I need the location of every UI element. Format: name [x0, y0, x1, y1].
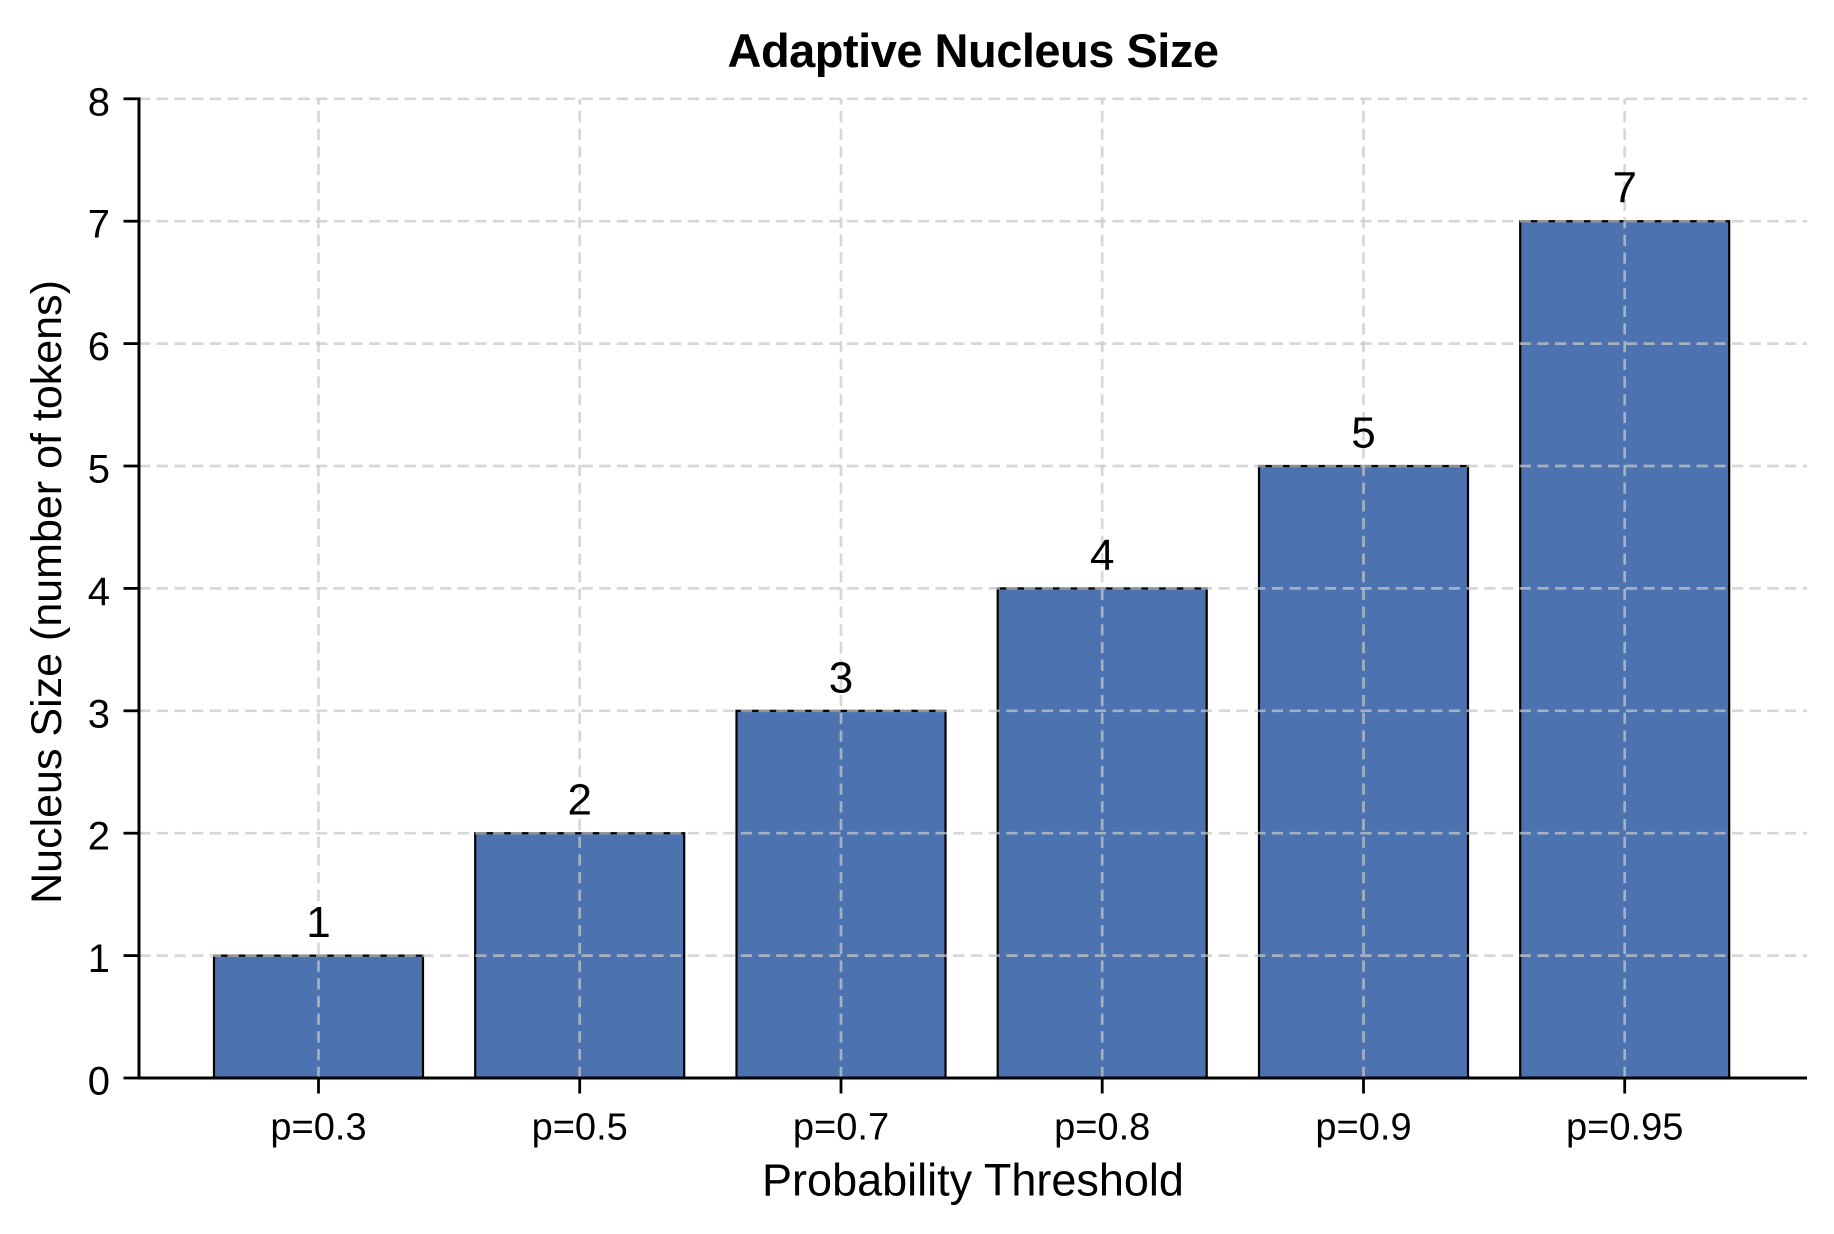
- svg-text:p=0.7: p=0.7: [793, 1107, 889, 1149]
- svg-text:p=0.5: p=0.5: [532, 1107, 628, 1149]
- svg-text:0: 0: [88, 1060, 110, 1104]
- svg-text:Adaptive Nucleus Size: Adaptive Nucleus Size: [728, 24, 1219, 77]
- svg-text:7: 7: [88, 203, 110, 247]
- svg-text:4: 4: [88, 570, 110, 614]
- svg-text:5: 5: [1351, 409, 1375, 458]
- svg-text:p=0.95: p=0.95: [1566, 1107, 1683, 1149]
- svg-text:Probability Threshold: Probability Threshold: [762, 1155, 1184, 1206]
- svg-text:5: 5: [88, 448, 110, 492]
- svg-text:8: 8: [88, 80, 110, 124]
- svg-text:3: 3: [88, 692, 110, 736]
- svg-text:6: 6: [88, 325, 110, 369]
- svg-text:1: 1: [88, 937, 110, 981]
- svg-text:7: 7: [1612, 164, 1636, 213]
- svg-text:4: 4: [1090, 531, 1114, 580]
- svg-text:Nucleus Size (number of tokens: Nucleus Size (number of tokens): [23, 280, 71, 904]
- svg-text:2: 2: [567, 776, 591, 825]
- svg-text:p=0.3: p=0.3: [270, 1107, 366, 1149]
- svg-text:p=0.8: p=0.8: [1054, 1107, 1150, 1149]
- svg-text:3: 3: [829, 653, 853, 702]
- svg-text:p=0.9: p=0.9: [1315, 1107, 1411, 1149]
- svg-text:1: 1: [306, 898, 330, 947]
- svg-text:2: 2: [88, 815, 110, 859]
